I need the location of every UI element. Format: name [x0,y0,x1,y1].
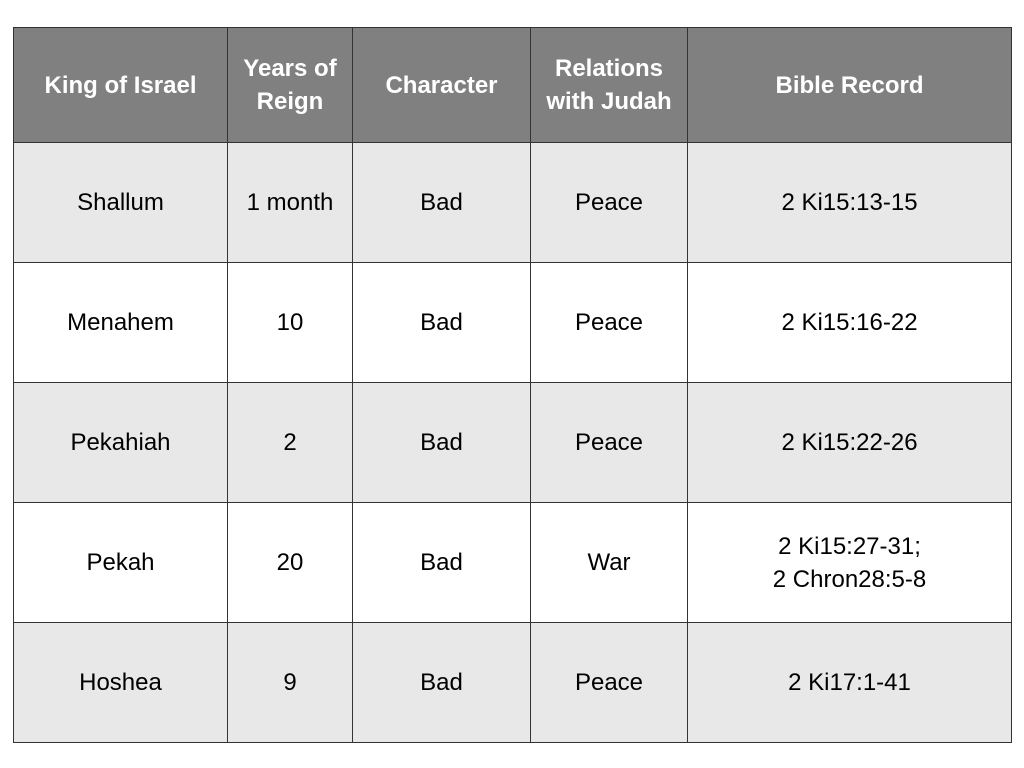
header-years-of-reign: Years of Reign [227,27,353,143]
header-relations-with-judah: Relations with Judah [530,27,688,143]
table-row: Pekah 20 Bad War 2 Ki15:27-31; 2 Chron28… [13,502,1012,623]
table-row: Menahem 10 Bad Peace 2 Ki15:16-22 [13,262,1012,383]
cell-relations: Peace [530,142,688,263]
cell-years: 1 month [227,142,353,263]
header-king-of-israel: King of Israel [13,27,228,143]
cell-relations: Peace [530,622,688,743]
cell-relations: Peace [530,382,688,503]
table-row: Pekahiah 2 Bad Peace 2 Ki15:22-26 [13,382,1012,503]
cell-king: Shallum [13,142,228,263]
cell-relations: Peace [530,262,688,383]
table-row: Hoshea 9 Bad Peace 2 Ki17:1-41 [13,622,1012,743]
cell-character: Bad [352,142,531,263]
cell-king: Pekahiah [13,382,228,503]
cell-bible-record: 2 Ki15:16-22 [687,262,1012,383]
cell-bible-record: 2 Ki15:13-15 [687,142,1012,263]
cell-king: Pekah [13,502,228,623]
cell-years: 2 [227,382,353,503]
cell-character: Bad [352,622,531,743]
header-character: Character [352,27,531,143]
cell-years: 10 [227,262,353,383]
cell-king: Hoshea [13,622,228,743]
cell-bible-record: 2 Ki15:27-31; 2 Chron28:5-8 [687,502,1012,623]
cell-relations: War [530,502,688,623]
cell-bible-record: 2 Ki17:1-41 [687,622,1012,743]
header-row: King of Israel Years of Reign Character … [13,27,1012,143]
cell-character: Bad [352,262,531,383]
table-header: King of Israel Years of Reign Character … [13,27,1012,143]
cell-character: Bad [352,502,531,623]
cell-bible-record: 2 Ki15:22-26 [687,382,1012,503]
cell-years: 9 [227,622,353,743]
table-body: Shallum 1 month Bad Peace 2 Ki15:13-15 M… [13,142,1012,743]
table-row: Shallum 1 month Bad Peace 2 Ki15:13-15 [13,142,1012,263]
cell-years: 20 [227,502,353,623]
cell-character: Bad [352,382,531,503]
kings-of-israel-table: King of Israel Years of Reign Character … [13,27,1012,743]
cell-king: Menahem [13,262,228,383]
header-bible-record: Bible Record [687,27,1012,143]
